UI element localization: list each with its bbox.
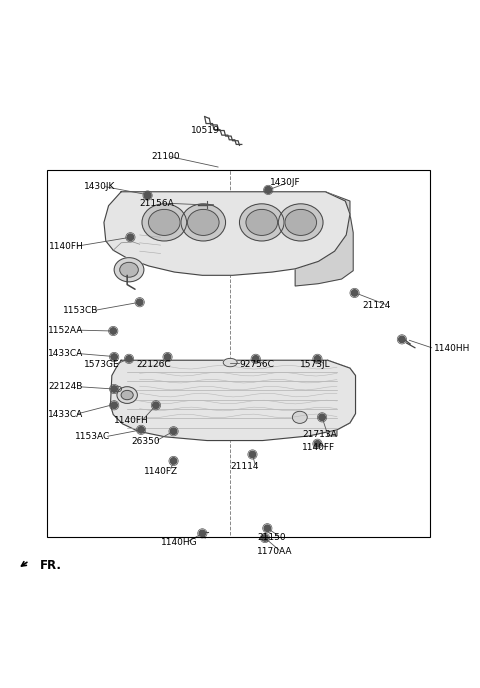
Circle shape <box>314 440 321 447</box>
Text: 1573GE: 1573GE <box>84 361 120 369</box>
Ellipse shape <box>278 204 323 241</box>
Ellipse shape <box>142 204 187 241</box>
Ellipse shape <box>181 204 226 241</box>
Circle shape <box>127 234 133 241</box>
Text: FR.: FR. <box>40 559 62 572</box>
Text: 1170AA: 1170AA <box>257 548 293 557</box>
Text: 21114: 21114 <box>230 462 259 471</box>
Text: 1433CA: 1433CA <box>48 410 84 419</box>
Text: 1573JL: 1573JL <box>300 361 330 369</box>
Ellipse shape <box>246 209 277 235</box>
Text: 1430JF: 1430JF <box>270 178 300 187</box>
Circle shape <box>249 451 256 458</box>
Text: 1140HH: 1140HH <box>434 344 471 353</box>
Circle shape <box>399 336 405 343</box>
Text: 1430JK: 1430JK <box>84 182 115 191</box>
Ellipse shape <box>223 358 237 367</box>
Text: 1140FH: 1140FH <box>49 242 84 251</box>
Text: 1152AA: 1152AA <box>48 325 84 334</box>
Polygon shape <box>295 192 353 286</box>
Circle shape <box>126 356 132 362</box>
Circle shape <box>153 402 159 409</box>
Circle shape <box>252 356 259 362</box>
Circle shape <box>164 354 171 361</box>
Circle shape <box>144 192 151 199</box>
Text: 1140FH: 1140FH <box>114 416 149 425</box>
Circle shape <box>138 427 144 433</box>
Text: 1140FF: 1140FF <box>302 444 335 453</box>
Text: 21124: 21124 <box>362 301 391 310</box>
Ellipse shape <box>121 390 133 400</box>
Circle shape <box>111 402 118 409</box>
Circle shape <box>264 525 271 532</box>
Text: 26350: 26350 <box>132 437 160 446</box>
Circle shape <box>111 354 118 361</box>
Text: 1153CB: 1153CB <box>63 306 98 315</box>
Ellipse shape <box>240 204 284 241</box>
Polygon shape <box>328 361 356 436</box>
Text: 21156A: 21156A <box>140 199 174 208</box>
Text: 22126C: 22126C <box>136 361 171 369</box>
Polygon shape <box>110 361 356 440</box>
Circle shape <box>314 356 321 362</box>
Circle shape <box>110 327 117 334</box>
Bar <box>47 170 430 537</box>
Circle shape <box>262 535 268 541</box>
Circle shape <box>170 428 177 435</box>
Text: 21713A: 21713A <box>302 430 337 439</box>
Text: 1153AC: 1153AC <box>75 432 110 441</box>
Text: 10519: 10519 <box>191 126 219 135</box>
Text: 21100: 21100 <box>151 151 180 160</box>
Ellipse shape <box>114 386 121 391</box>
Ellipse shape <box>292 411 307 423</box>
Text: 1433CA: 1433CA <box>48 349 84 358</box>
Circle shape <box>170 458 177 464</box>
Circle shape <box>265 186 272 193</box>
Text: 21150: 21150 <box>257 533 286 542</box>
Circle shape <box>319 414 325 420</box>
Text: 92756C: 92756C <box>240 361 275 369</box>
Text: 1140FZ: 1140FZ <box>144 467 179 476</box>
Ellipse shape <box>148 209 180 235</box>
Ellipse shape <box>114 258 144 282</box>
Circle shape <box>351 290 358 297</box>
Ellipse shape <box>188 209 219 235</box>
Circle shape <box>144 192 151 199</box>
Ellipse shape <box>117 387 137 403</box>
Circle shape <box>265 186 272 193</box>
Text: 22124B: 22124B <box>48 383 83 391</box>
Circle shape <box>199 530 205 537</box>
Ellipse shape <box>120 262 138 277</box>
Circle shape <box>111 386 118 392</box>
Circle shape <box>136 299 143 305</box>
Polygon shape <box>104 192 350 275</box>
Text: 1140HG: 1140HG <box>161 538 197 547</box>
Ellipse shape <box>285 209 316 235</box>
